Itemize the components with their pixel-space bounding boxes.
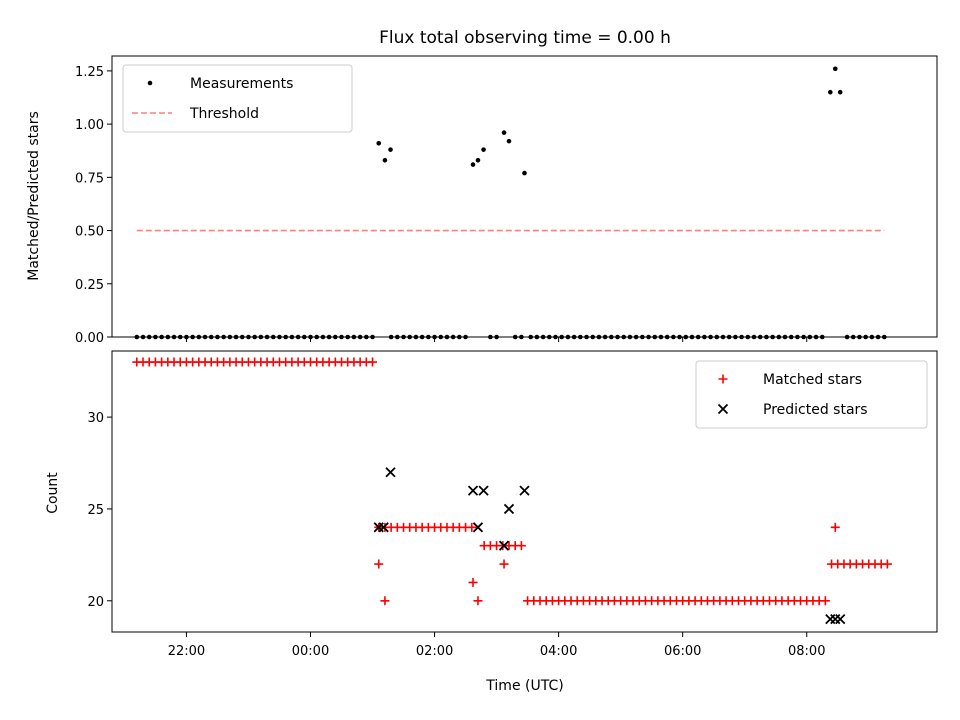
matched-star-marker	[468, 577, 478, 587]
matched-star-marker	[467, 522, 477, 532]
measurement-point	[382, 158, 388, 163]
matched-star-marker	[830, 522, 840, 532]
y-tick-label: 20	[87, 595, 104, 610]
y-tick-label: 0.25	[75, 278, 104, 293]
legend-box	[122, 64, 353, 133]
predicted-star-marker	[378, 522, 389, 533]
measurement-point	[470, 162, 476, 167]
legend-label: Predicted stars	[763, 402, 868, 418]
chart-title: Flux total observing time = 0.00 h	[379, 28, 671, 48]
legend-label: Measurements	[190, 76, 293, 92]
predicted-star-marker	[467, 485, 479, 496]
measurement-point	[475, 158, 481, 163]
y-tick-label: 1.00	[75, 118, 104, 133]
legend-label: Matched stars	[763, 372, 862, 388]
y-tick-label: 30	[87, 411, 104, 426]
y-tick-label: 0.00	[75, 331, 104, 346]
x-tick-label: 04:00	[540, 644, 577, 659]
top-panel: 0.00 0.25 0.50 0.75 1.00 1.25 Measurements Thre…	[75, 55, 938, 346]
x-tick-label: 22:00	[168, 644, 205, 659]
bottom-y-axis-label: Count	[45, 472, 61, 514]
x-tick-label: 06:00	[664, 644, 701, 659]
measurement-point	[828, 89, 833, 95]
predicted-star-marker	[835, 614, 846, 625]
matched-star-marker	[473, 596, 483, 606]
top-y-axis-label: Matched/Predicted stars	[26, 111, 42, 281]
matched-star-marker	[882, 559, 892, 569]
y-tick-label: 25	[87, 503, 104, 518]
x-tick-label: 00:00	[292, 644, 329, 659]
x-axis-label: Time (UTC)	[485, 678, 563, 694]
measurement-point	[388, 147, 393, 152]
matched-star-marker	[820, 596, 830, 606]
legend-box	[695, 360, 928, 429]
predicted-star-marker	[503, 503, 515, 515]
legend-marker	[718, 374, 728, 384]
axes-frame	[111, 55, 938, 338]
matched-star-marker	[499, 559, 509, 569]
matched-star-marker	[368, 357, 378, 367]
legend-marker	[717, 403, 729, 415]
bottom-panel: 20 25 30 22:00 00:00 02:00 04:00 06:00 08:00 Matc…	[87, 350, 938, 659]
y-tick-label: 0.75	[75, 171, 104, 186]
measurement-point	[837, 89, 843, 95]
legend-label: Threshold	[189, 106, 259, 122]
measurement-point	[481, 147, 486, 152]
predicted-star-marker	[385, 467, 396, 478]
predicted-star-marker	[498, 540, 510, 551]
matched-star-marker	[516, 541, 526, 551]
measurement-point	[522, 170, 527, 176]
y-tick-label: 0.50	[75, 225, 104, 240]
x-tick-label: 08:00	[788, 644, 825, 659]
predicted-star-marker	[478, 485, 489, 496]
measurement-point	[501, 130, 507, 135]
matched-star-marker	[374, 559, 384, 569]
matched-star-marker	[380, 596, 390, 606]
measurement-point	[832, 66, 838, 72]
predicted-star-marker	[472, 522, 484, 533]
axes-frame	[111, 350, 938, 633]
legend-marker	[147, 80, 153, 86]
x-tick-label: 02:00	[416, 644, 453, 659]
y-tick-label: 1.25	[75, 65, 104, 80]
measurement-point	[506, 138, 512, 144]
predicted-star-marker	[519, 485, 530, 496]
measurement-point	[376, 140, 382, 146]
